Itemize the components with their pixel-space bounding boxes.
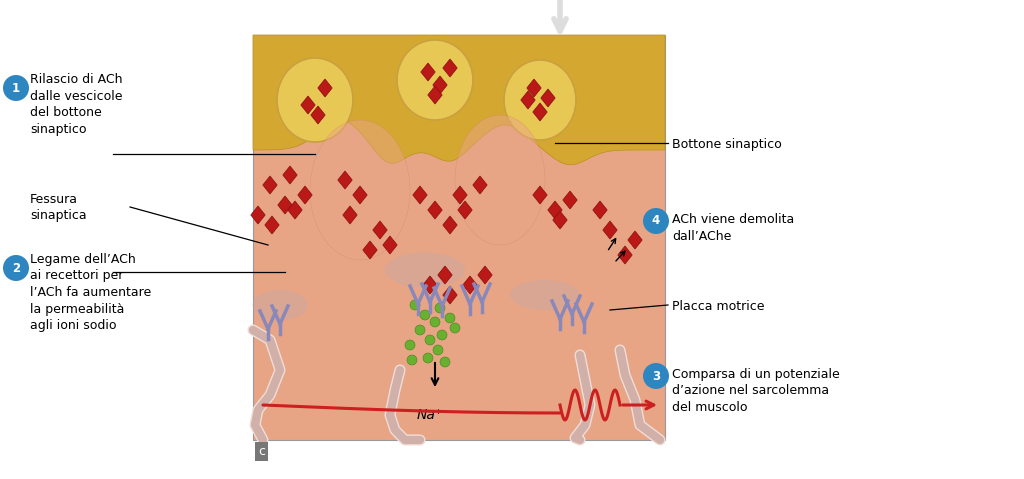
Polygon shape xyxy=(343,206,357,224)
Circle shape xyxy=(406,340,415,350)
Polygon shape xyxy=(458,201,472,219)
Circle shape xyxy=(425,335,435,345)
Polygon shape xyxy=(548,201,562,219)
Text: Placca motrice: Placca motrice xyxy=(672,300,765,313)
Text: Fessura
sinaptica: Fessura sinaptica xyxy=(30,193,87,223)
Ellipse shape xyxy=(253,290,307,320)
Polygon shape xyxy=(428,201,442,219)
Polygon shape xyxy=(563,191,578,209)
Text: Comparsa di un potenziale
d’azione nel sarcolemma
del muscolo: Comparsa di un potenziale d’azione nel s… xyxy=(672,368,840,414)
Ellipse shape xyxy=(310,120,410,260)
Polygon shape xyxy=(593,201,607,219)
Polygon shape xyxy=(283,166,297,184)
Ellipse shape xyxy=(455,115,545,245)
Circle shape xyxy=(3,255,29,281)
Text: 4: 4 xyxy=(652,215,660,228)
Circle shape xyxy=(445,313,455,323)
Polygon shape xyxy=(263,176,278,194)
Ellipse shape xyxy=(385,252,465,287)
Polygon shape xyxy=(311,106,326,124)
Text: Legame dell’ACh
ai recettori per
l’ACh fa aumentare
la permeabilità
agli ioni so: Legame dell’ACh ai recettori per l’ACh f… xyxy=(30,253,152,332)
Text: ACh viene demolita
dall’AChe: ACh viene demolita dall’AChe xyxy=(672,213,795,242)
Ellipse shape xyxy=(510,280,580,310)
Ellipse shape xyxy=(278,58,353,142)
Polygon shape xyxy=(373,221,387,239)
Polygon shape xyxy=(288,201,302,219)
Circle shape xyxy=(410,300,420,310)
Ellipse shape xyxy=(397,40,473,120)
Polygon shape xyxy=(478,266,493,284)
Circle shape xyxy=(423,353,433,363)
Polygon shape xyxy=(362,241,377,259)
Polygon shape xyxy=(253,35,665,165)
Polygon shape xyxy=(428,86,442,104)
Polygon shape xyxy=(532,103,547,121)
Polygon shape xyxy=(603,221,617,239)
Polygon shape xyxy=(442,216,457,234)
Polygon shape xyxy=(521,91,536,109)
Text: 3: 3 xyxy=(652,369,660,383)
Polygon shape xyxy=(433,76,447,94)
Circle shape xyxy=(643,208,669,234)
Polygon shape xyxy=(442,286,457,304)
Text: Rilascio di ACh
dalle vescicole
del bottone
sinaptico: Rilascio di ACh dalle vescicole del bott… xyxy=(30,73,123,136)
Polygon shape xyxy=(383,236,397,254)
Circle shape xyxy=(643,363,669,389)
Polygon shape xyxy=(473,176,487,194)
Polygon shape xyxy=(438,266,453,284)
Circle shape xyxy=(420,310,430,320)
Text: 2: 2 xyxy=(12,262,20,274)
Circle shape xyxy=(435,303,445,313)
Circle shape xyxy=(437,330,447,340)
Polygon shape xyxy=(278,196,292,214)
Polygon shape xyxy=(301,96,315,114)
Circle shape xyxy=(430,317,440,327)
Polygon shape xyxy=(423,276,437,294)
Circle shape xyxy=(433,345,443,355)
Ellipse shape xyxy=(504,60,575,140)
Circle shape xyxy=(440,357,450,367)
Text: Bottone sinaptico: Bottone sinaptico xyxy=(672,138,781,151)
Circle shape xyxy=(407,355,417,365)
Polygon shape xyxy=(628,231,642,249)
Polygon shape xyxy=(353,186,368,204)
Text: c: c xyxy=(258,445,265,458)
Text: Na⁺: Na⁺ xyxy=(417,408,443,422)
Polygon shape xyxy=(617,246,632,264)
Polygon shape xyxy=(298,186,312,204)
Polygon shape xyxy=(317,79,332,97)
Polygon shape xyxy=(541,89,555,107)
Polygon shape xyxy=(413,186,427,204)
Polygon shape xyxy=(532,186,547,204)
Polygon shape xyxy=(442,59,457,77)
Text: 1: 1 xyxy=(12,81,20,94)
Bar xyxy=(253,35,665,440)
Polygon shape xyxy=(526,79,542,97)
Polygon shape xyxy=(338,171,352,189)
Polygon shape xyxy=(463,276,477,294)
Polygon shape xyxy=(553,211,567,229)
Polygon shape xyxy=(421,63,435,81)
Polygon shape xyxy=(251,206,265,224)
Circle shape xyxy=(450,323,460,333)
Polygon shape xyxy=(453,186,467,204)
Circle shape xyxy=(3,75,29,101)
Circle shape xyxy=(415,325,425,335)
Polygon shape xyxy=(265,216,280,234)
